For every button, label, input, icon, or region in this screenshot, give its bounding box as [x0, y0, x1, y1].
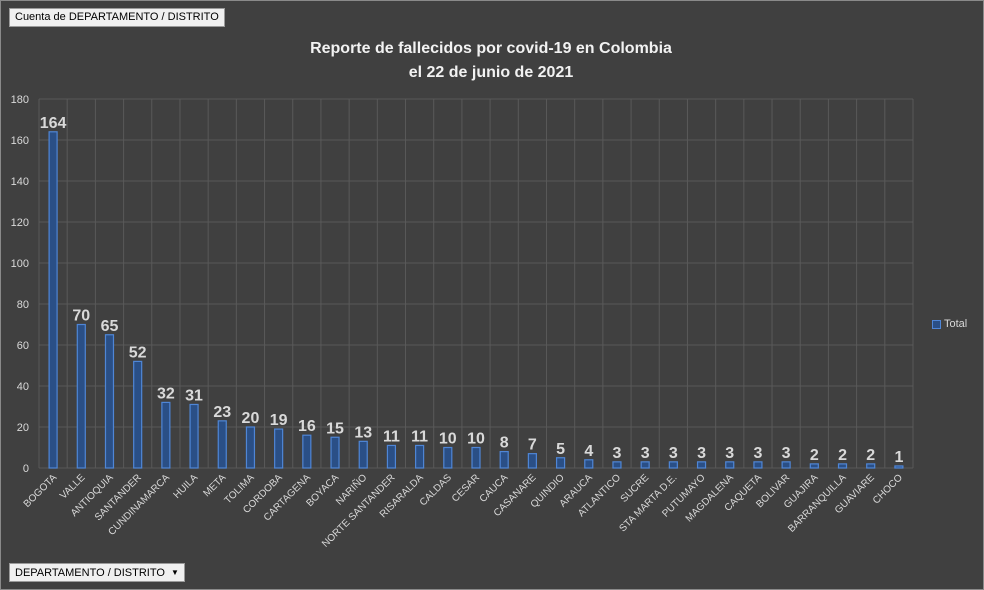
bar [274, 428, 284, 469]
bar [245, 426, 256, 469]
chart-title-line-2: el 22 de junio de 2021 [408, 64, 574, 81]
bar [330, 436, 340, 469]
data-label: 7 [528, 437, 537, 454]
bar [415, 444, 425, 469]
bar [527, 453, 537, 469]
data-label: 19 [270, 412, 288, 429]
axis-field-label: DEPARTAMENTO / DISTRITO [15, 567, 165, 579]
y-tick-label: 80 [17, 299, 29, 311]
values-field-button[interactable]: Cuenta de DEPARTAMENTO / DISTRITO [9, 8, 225, 27]
bar [781, 461, 791, 469]
bar [555, 457, 566, 469]
bar [584, 459, 594, 469]
x-axis-ticks: BOGOTAVALLEANTIOQUIASANTANDERCUNDINAMARC… [22, 471, 905, 550]
data-label: 11 [383, 428, 400, 445]
bar [612, 461, 622, 469]
chevron-down-icon: ▼ [170, 568, 179, 577]
y-tick-label: 160 [11, 135, 29, 147]
data-label: 164 [40, 115, 67, 132]
data-label: 65 [101, 318, 119, 335]
data-label: 11 [411, 428, 428, 445]
bar [668, 461, 678, 469]
data-label: 20 [242, 410, 260, 427]
y-tick-label: 180 [11, 94, 29, 106]
data-label: 15 [326, 420, 344, 437]
data-label: 3 [641, 445, 650, 462]
data-label: 3 [753, 445, 762, 462]
bar [133, 360, 143, 469]
bar [104, 334, 115, 469]
bar [809, 463, 819, 469]
data-label: 2 [810, 447, 819, 464]
data-label: 2 [866, 447, 875, 464]
bar [894, 465, 904, 469]
legend: Total [932, 318, 967, 330]
bar [161, 401, 171, 469]
data-label: 3 [725, 445, 734, 462]
bar [696, 461, 707, 469]
bar [386, 444, 397, 469]
data-label: 32 [157, 385, 175, 402]
data-label: 8 [500, 435, 509, 452]
data-label: 3 [613, 445, 622, 462]
data-label: 4 [584, 443, 593, 460]
data-label: 3 [782, 445, 791, 462]
bar [302, 434, 312, 469]
data-label: 3 [669, 445, 678, 462]
data-label: 23 [213, 404, 231, 421]
gridlines [38, 98, 914, 469]
data-label: 3 [697, 445, 706, 462]
data-label: 13 [354, 424, 372, 441]
bar [471, 446, 481, 469]
values-field-label: Cuenta de DEPARTAMENTO / DISTRITO [15, 11, 219, 23]
x-tick-label: CESAR [450, 472, 482, 504]
y-axis-ticks: 0 20 40 60 80 100 120 140 160 180 [11, 94, 29, 475]
y-tick-label: 20 [17, 422, 29, 434]
bar [443, 446, 453, 469]
chart-title-line-1: Reporte de fallecidos por covid-19 en Co… [310, 40, 672, 57]
bars [48, 131, 904, 469]
x-tick-label: HUILA [172, 472, 201, 501]
axis-field-button[interactable]: DEPARTAMENTO / DISTRITO ▼ [9, 563, 185, 582]
data-label: 52 [129, 344, 147, 361]
bar [866, 463, 876, 469]
data-label: 1 [894, 449, 903, 466]
bar [48, 131, 58, 469]
x-tick-label: CALDAS [418, 472, 454, 508]
x-tick-label: META [201, 472, 228, 499]
y-tick-label: 0 [23, 463, 29, 475]
bar [76, 323, 86, 469]
bar [217, 420, 227, 469]
x-tick-label: BOGOTA [22, 472, 60, 510]
bar [499, 451, 509, 469]
x-tick-label: CHOCO [871, 472, 905, 506]
bar [640, 461, 650, 469]
data-label: 5 [556, 441, 565, 458]
legend-swatch [932, 319, 941, 329]
bar [725, 461, 735, 469]
bar [358, 440, 368, 469]
bar [837, 463, 848, 469]
data-label: 10 [467, 431, 485, 448]
chart-title: Reporte de fallecidos por covid-19 en Co… [251, 37, 731, 85]
data-label: 16 [298, 418, 316, 435]
data-label: 70 [72, 308, 90, 325]
bar [753, 461, 763, 469]
legend-label: Total [944, 318, 968, 330]
y-tick-label: 100 [11, 258, 29, 270]
data-label: 31 [185, 387, 203, 404]
data-label: 2 [838, 447, 847, 464]
y-tick-label: 60 [17, 340, 29, 352]
bar [189, 403, 199, 469]
y-tick-label: 120 [11, 217, 29, 229]
y-tick-label: 140 [11, 176, 29, 188]
y-tick-label: 40 [17, 381, 29, 393]
data-label: 10 [439, 431, 457, 448]
